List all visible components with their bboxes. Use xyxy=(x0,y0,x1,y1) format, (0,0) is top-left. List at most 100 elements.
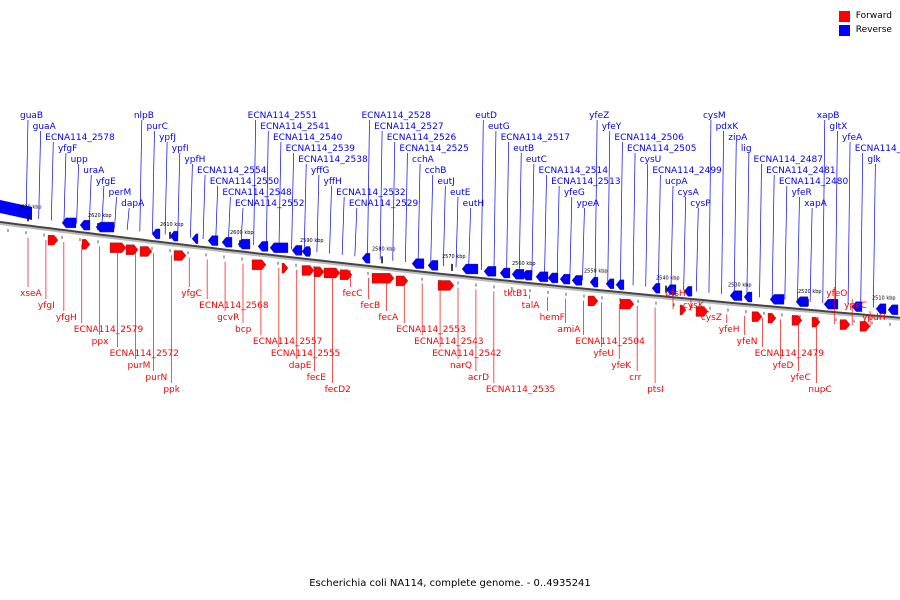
reverse-gene-label: ypeA xyxy=(576,199,600,209)
forward-gene-label: fecB xyxy=(360,301,380,311)
reverse-gene xyxy=(151,228,161,240)
reverse-gene xyxy=(615,279,625,290)
forward-gene xyxy=(139,246,153,257)
reverse-gene-label: ECNA114_2527 xyxy=(374,122,443,132)
forward-gene-label: fecD2 xyxy=(325,385,351,395)
forward-gene xyxy=(281,263,289,274)
forward-gene-label: yfeH xyxy=(719,325,740,335)
reverse-gene-label: purC xyxy=(146,122,167,132)
reverse-gene xyxy=(571,275,583,286)
legend-forward-label: Forward xyxy=(855,11,892,21)
reverse-leader xyxy=(101,185,105,227)
reverse-leader xyxy=(114,196,117,229)
reverse-gene-label: yfgE xyxy=(96,177,116,187)
reverse-leader xyxy=(860,152,864,307)
reverse-leader xyxy=(771,174,775,299)
reverse-leader xyxy=(443,185,446,267)
reverse-gene-label: cysM xyxy=(703,111,726,121)
reverse-gene-label: yffG xyxy=(311,166,330,176)
reverse-leader xyxy=(594,119,598,282)
reverse-gene-label: eutE xyxy=(450,188,471,198)
legend-forward: Forward xyxy=(838,9,892,23)
forward-gene-label: yfeO xyxy=(826,289,847,299)
reverse-gene-label: yfeG xyxy=(564,188,585,198)
reverse-gene xyxy=(427,260,439,271)
forward-gene-label: ptsH xyxy=(665,289,686,299)
forward-swatch xyxy=(838,10,850,22)
reverse-leader xyxy=(695,207,699,292)
reverse-gene-label: cchA xyxy=(412,155,435,165)
forward-gene-label: ECNA114_2504 xyxy=(575,337,645,347)
forward-gene-label: ECNA114_2543 xyxy=(414,337,483,347)
forward-gene xyxy=(173,250,187,261)
reverse-gene-label: yfeR xyxy=(791,188,811,198)
reverse-leader xyxy=(822,119,826,304)
reverse-gene-label: ECNA114_2514 xyxy=(539,166,609,176)
reverse-gene xyxy=(257,241,269,252)
reverse-leader xyxy=(63,152,67,223)
reverse-leader xyxy=(620,141,623,285)
reverse-gene-label: ECNA114_2513 xyxy=(551,177,620,187)
reverse-gene xyxy=(499,267,511,279)
forward-gene xyxy=(313,266,325,277)
reverse-gene-label: ECNA114_2539 xyxy=(286,144,356,154)
reverse-leader xyxy=(88,174,92,226)
reverse-leader xyxy=(809,207,813,302)
reverse-leader xyxy=(392,141,396,261)
forward-gene-label: gcvR xyxy=(217,313,239,323)
reverse-leader xyxy=(405,152,408,262)
forward-gene-label: yfeD xyxy=(773,361,794,371)
reverse-leader xyxy=(202,174,206,240)
reverse-gene-label: ECNA114_2541 xyxy=(260,122,329,132)
reverse-leader xyxy=(240,207,244,244)
reverse-gene xyxy=(291,245,303,256)
reverse-gene-label: ucpA xyxy=(665,177,688,187)
reverse-gene-label: yffH xyxy=(324,177,342,187)
reverse-leader xyxy=(228,196,231,242)
tick-label: 2550 kbp xyxy=(584,269,608,275)
reverse-gene xyxy=(535,271,549,282)
forward-gene-label: ypeC xyxy=(844,301,867,311)
forward-gene xyxy=(695,306,709,317)
reverse-swatch xyxy=(838,24,850,36)
tick-label: 2520 kbp xyxy=(798,289,822,295)
reverse-leader xyxy=(784,185,788,300)
reverse-leader xyxy=(316,174,320,253)
forward-gene-label: purM xyxy=(128,361,151,371)
reverse-leader xyxy=(746,152,750,297)
reverse-leader xyxy=(468,207,471,269)
forward-gene xyxy=(811,316,821,328)
legend-reverse-label: Reverse xyxy=(855,25,892,35)
forward-gene-label: yfgH xyxy=(56,313,77,323)
forward-gene-label: fecC xyxy=(343,289,363,299)
tick-label: 2580 kbp xyxy=(372,246,396,252)
forward-gene xyxy=(125,244,139,255)
tick-label: 2610 kbp xyxy=(160,222,184,228)
reverse-gene-label: gltX xyxy=(829,122,847,132)
reverse-gene-label: uraA xyxy=(83,166,105,176)
reverse-gene xyxy=(511,269,525,280)
reverse-gene xyxy=(95,221,115,233)
forward-gene xyxy=(323,267,341,279)
reverse-gene-label: cysA xyxy=(678,188,700,198)
reverse-gene-label: ECNA114_2480 xyxy=(779,177,849,187)
forward-gene xyxy=(839,319,851,330)
forward-gene-label: xseA xyxy=(20,289,43,299)
forward-gene-label: talA xyxy=(522,301,541,311)
forward-gene-label: ECNA114_2555 xyxy=(271,349,340,359)
forward-gene xyxy=(679,304,687,316)
forward-gene-label: fecE xyxy=(307,373,327,383)
reverse-gene-label: ECNA114_2529 xyxy=(349,199,419,209)
forward-gene xyxy=(47,234,59,246)
reverse-gene-label: lig xyxy=(741,144,752,154)
tick-label: 2530 kbp xyxy=(728,282,752,288)
reverse-gene xyxy=(301,246,311,257)
reverse-leader xyxy=(556,185,560,278)
forward-gene-label: fecA xyxy=(378,313,399,323)
forward-gene xyxy=(751,311,763,322)
reverse-gene xyxy=(521,270,533,281)
forward-gene-label: ptsI xyxy=(647,385,664,395)
reverse-gene xyxy=(361,253,371,264)
reverse-gene-label: eutG xyxy=(488,122,510,132)
reverse-leader xyxy=(455,196,459,268)
